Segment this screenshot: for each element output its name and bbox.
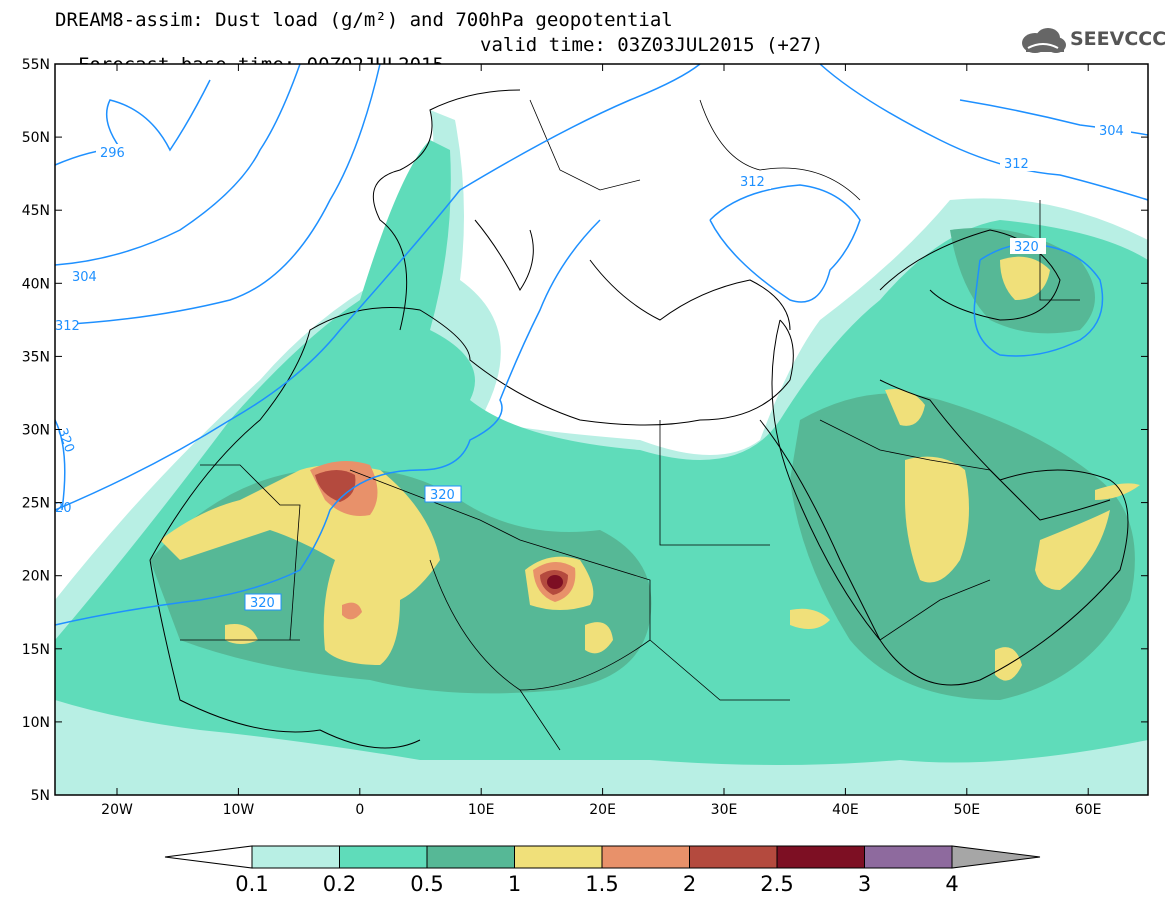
colorbar-swatch bbox=[776, 845, 865, 869]
contour-label: 20 bbox=[55, 501, 72, 516]
contour-label: 304 bbox=[72, 270, 97, 285]
colorbar-high-arrow bbox=[951, 845, 1041, 869]
colorbar-low-arrow bbox=[164, 845, 253, 869]
logo-text: SEEVCCC bbox=[1070, 28, 1165, 50]
colorbar-label: 3 bbox=[858, 872, 871, 896]
lat-label: 55N bbox=[22, 57, 50, 73]
lon-label: 10W bbox=[223, 802, 255, 818]
colorbar-label: 2.5 bbox=[760, 872, 793, 896]
lat-label: 30N bbox=[22, 423, 50, 439]
lon-label: 30E bbox=[711, 802, 738, 818]
contour-label: 304 bbox=[1099, 124, 1124, 139]
colorbar-label: 0.5 bbox=[410, 872, 443, 896]
colorbar-label: 1 bbox=[508, 872, 521, 896]
colorbar-swatch bbox=[601, 845, 690, 869]
lat-label: 20N bbox=[22, 569, 50, 585]
lon-label: 0 bbox=[355, 802, 364, 818]
contour-label: 312 bbox=[55, 319, 80, 334]
dust-field-2.5 bbox=[547, 575, 563, 589]
colorbar-label: 0.2 bbox=[323, 872, 356, 896]
colorbar-swatch bbox=[514, 845, 603, 869]
contour-label: 312 bbox=[1004, 157, 1029, 172]
contour-label: 320 bbox=[250, 596, 275, 611]
lat-label: 50N bbox=[22, 130, 50, 146]
contour-label: 320 bbox=[430, 488, 455, 503]
lon-label: 20E bbox=[589, 802, 616, 818]
country-borders bbox=[180, 99, 1080, 751]
lat-label: 5N bbox=[31, 788, 50, 804]
colorbar-swatch bbox=[689, 845, 778, 869]
lat-label: 10N bbox=[22, 715, 50, 731]
lon-label: 20W bbox=[101, 802, 133, 818]
cloud-icon bbox=[1022, 28, 1066, 53]
colorbar-label: 1.5 bbox=[585, 872, 618, 896]
map-area: 296 304 312 320 312 304 320 320 320 312 … bbox=[54, 63, 1149, 796]
lon-label: 60E bbox=[1075, 802, 1102, 818]
map-title: DREAM8-assim: Dust load (g/m²) and 700hP… bbox=[55, 9, 673, 31]
lon-label: 50E bbox=[953, 802, 980, 818]
longitude-axis: 20W 10W 0 10E 20E 30E 40E 50E 60E bbox=[101, 64, 1102, 818]
colorbar-swatch bbox=[251, 845, 340, 869]
geopotential-contours bbox=[54, 63, 1149, 626]
latitude-axis: 55N 50N 45N 40N 35N 30N 25N 20N 15N 10N 5N bbox=[22, 57, 1148, 804]
contour-label: 320 bbox=[1014, 240, 1039, 255]
colorbar-label: 2 bbox=[683, 872, 696, 896]
valid-time: valid time: 03Z03JUL2015 (+27) bbox=[480, 34, 824, 56]
contour-label: 312 bbox=[740, 175, 765, 190]
colorbar: 0.1 0.2 0.5 1 1.5 2 2.5 3 4 bbox=[164, 845, 1041, 896]
lat-label: 45N bbox=[22, 203, 50, 219]
contour-label-group: 296 304 312 320 312 304 320 320 320 312 … bbox=[54, 122, 1131, 611]
lat-label: 15N bbox=[22, 642, 50, 658]
colorbar-label: 0.1 bbox=[235, 872, 268, 896]
colorbar-swatch bbox=[864, 845, 953, 869]
contour-label: 296 bbox=[100, 146, 125, 161]
coastlines bbox=[149, 89, 1129, 749]
colorbar-label: 4 bbox=[945, 872, 958, 896]
colorbar-swatch bbox=[339, 845, 428, 869]
colorbar-swatch bbox=[426, 845, 515, 869]
lat-label: 25N bbox=[22, 496, 50, 512]
seevccc-logo: SEEVCCC bbox=[1018, 26, 1165, 56]
lon-label: 10E bbox=[468, 802, 495, 818]
lat-label: 40N bbox=[22, 276, 50, 292]
lon-label: 40E bbox=[832, 802, 859, 818]
lat-label: 35N bbox=[22, 349, 50, 365]
